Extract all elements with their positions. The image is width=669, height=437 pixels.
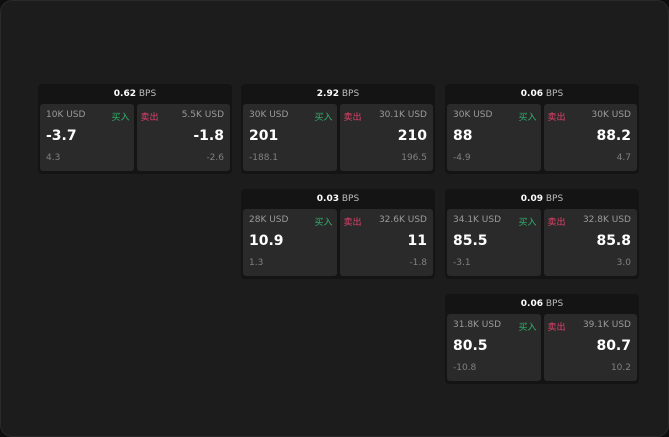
buy-quantity: 28K USD xyxy=(249,215,289,225)
buy-label: 买入 xyxy=(111,113,130,123)
sell-button[interactable]: 5.5K USD 卖出 -1.8 -2.6 xyxy=(136,104,230,171)
buy-change: -188.1 xyxy=(249,153,279,163)
buy-change: 4.3 xyxy=(46,153,61,163)
spread-header: 2.92 BPS xyxy=(241,84,435,104)
buy-quantity: 30K USD xyxy=(453,110,493,120)
sell-label: 卖出 xyxy=(140,113,159,123)
spread-unit: BPS xyxy=(545,89,564,99)
spread-value: 0.09 xyxy=(520,194,543,204)
sell-price: 80.7 xyxy=(596,338,631,354)
spread-unit: BPS xyxy=(138,89,157,99)
sell-label: 卖出 xyxy=(343,113,362,123)
buy-button[interactable]: 31.8K USD 买入 80.5 -10.8 xyxy=(447,314,541,381)
buy-price: 10.9 xyxy=(249,233,284,249)
quote-widget: 0.09 BPS 34.1K USD 买入 85.5 -3.1 32.8K US… xyxy=(445,189,639,279)
sell-price: 85.8 xyxy=(596,233,631,249)
sell-change: -2.6 xyxy=(206,153,224,163)
buy-price: -3.7 xyxy=(46,128,77,144)
sell-quantity: 39.1K USD xyxy=(582,320,631,330)
buy-price: 201 xyxy=(249,128,279,144)
spread-header: 0.09 BPS xyxy=(445,189,639,209)
sell-button[interactable]: 32.6K USD 卖出 11 -1.8 xyxy=(339,209,433,276)
sell-label: 卖出 xyxy=(343,218,362,228)
spread-value: 0.62 xyxy=(113,89,136,99)
sell-change: 3.0 xyxy=(616,258,631,268)
sell-change: 10.2 xyxy=(610,363,631,373)
buy-button[interactable]: 30K USD 买入 88 -4.9 xyxy=(447,104,541,171)
sell-label: 卖出 xyxy=(547,323,566,333)
sell-label: 卖出 xyxy=(547,113,566,123)
buy-button[interactable]: 28K USD 买入 10.9 1.3 xyxy=(243,209,337,276)
spread-unit: BPS xyxy=(545,299,564,309)
buy-label: 买入 xyxy=(518,323,537,333)
quote-widget: 0.06 BPS 30K USD 买入 88 -4.9 30K USD 卖出 8… xyxy=(445,84,639,174)
sell-quantity: 32.8K USD xyxy=(582,215,631,225)
sell-quantity: 5.5K USD xyxy=(181,110,224,120)
buy-price: 80.5 xyxy=(453,338,488,354)
buy-change: -4.9 xyxy=(453,153,471,163)
buy-quantity: 34.1K USD xyxy=(453,215,502,225)
sell-button[interactable]: 30K USD 卖出 88.2 4.7 xyxy=(543,104,637,171)
sell-button[interactable]: 39.1K USD 卖出 80.7 10.2 xyxy=(543,314,637,381)
buy-price: 88 xyxy=(453,128,473,144)
buy-label: 买入 xyxy=(518,113,537,123)
spread-value: 0.06 xyxy=(520,89,543,99)
sell-quantity: 32.6K USD xyxy=(378,215,427,225)
buy-change: -3.1 xyxy=(453,258,471,268)
spread-header: 0.62 BPS xyxy=(38,84,232,104)
sell-button[interactable]: 30.1K USD 卖出 210 196.5 xyxy=(339,104,433,171)
quote-widget: 0.06 BPS 31.8K USD 买入 80.5 -10.8 39.1K U… xyxy=(445,294,639,384)
sell-change: 196.5 xyxy=(401,153,427,163)
spread-value: 2.92 xyxy=(316,89,339,99)
sell-price: -1.8 xyxy=(193,128,224,144)
sell-change: -1.8 xyxy=(409,258,427,268)
buy-button[interactable]: 30K USD 买入 201 -188.1 xyxy=(243,104,337,171)
buy-label: 买入 xyxy=(314,113,333,123)
sell-price: 210 xyxy=(397,128,427,144)
buy-price: 85.5 xyxy=(453,233,488,249)
spread-unit: BPS xyxy=(341,194,360,204)
spread-unit: BPS xyxy=(341,89,360,99)
sell-price: 11 xyxy=(407,233,427,249)
sell-label: 卖出 xyxy=(547,218,566,228)
spread-value: 0.03 xyxy=(316,194,339,204)
quote-widget: 0.03 BPS 28K USD 买入 10.9 1.3 32.6K USD 卖… xyxy=(241,189,435,279)
buy-quantity: 30K USD xyxy=(249,110,289,120)
buy-label: 买入 xyxy=(314,218,333,228)
buy-quantity: 10K USD xyxy=(46,110,86,120)
buy-button[interactable]: 34.1K USD 买入 85.5 -3.1 xyxy=(447,209,541,276)
spread-header: 0.06 BPS xyxy=(445,294,639,314)
spread-header: 0.03 BPS xyxy=(241,189,435,209)
buy-quantity: 31.8K USD xyxy=(453,320,502,330)
quote-widget: 2.92 BPS 30K USD 买入 201 -188.1 30.1K USD… xyxy=(241,84,435,174)
buy-button[interactable]: 10K USD 买入 -3.7 4.3 xyxy=(40,104,134,171)
sell-quantity: 30K USD xyxy=(591,110,631,120)
sell-quantity: 30.1K USD xyxy=(378,110,427,120)
buy-change: -10.8 xyxy=(453,363,477,373)
buy-change: 1.3 xyxy=(249,258,264,268)
quote-widget: 0.62 BPS 10K USD 买入 -3.7 4.3 5.5K USD 卖出… xyxy=(38,84,232,174)
sell-price: 88.2 xyxy=(596,128,631,144)
sell-change: 4.7 xyxy=(616,153,631,163)
buy-label: 买入 xyxy=(518,218,537,228)
spread-header: 0.06 BPS xyxy=(445,84,639,104)
spread-unit: BPS xyxy=(545,194,564,204)
sell-button[interactable]: 32.8K USD 卖出 85.8 3.0 xyxy=(543,209,637,276)
spread-value: 0.06 xyxy=(520,299,543,309)
